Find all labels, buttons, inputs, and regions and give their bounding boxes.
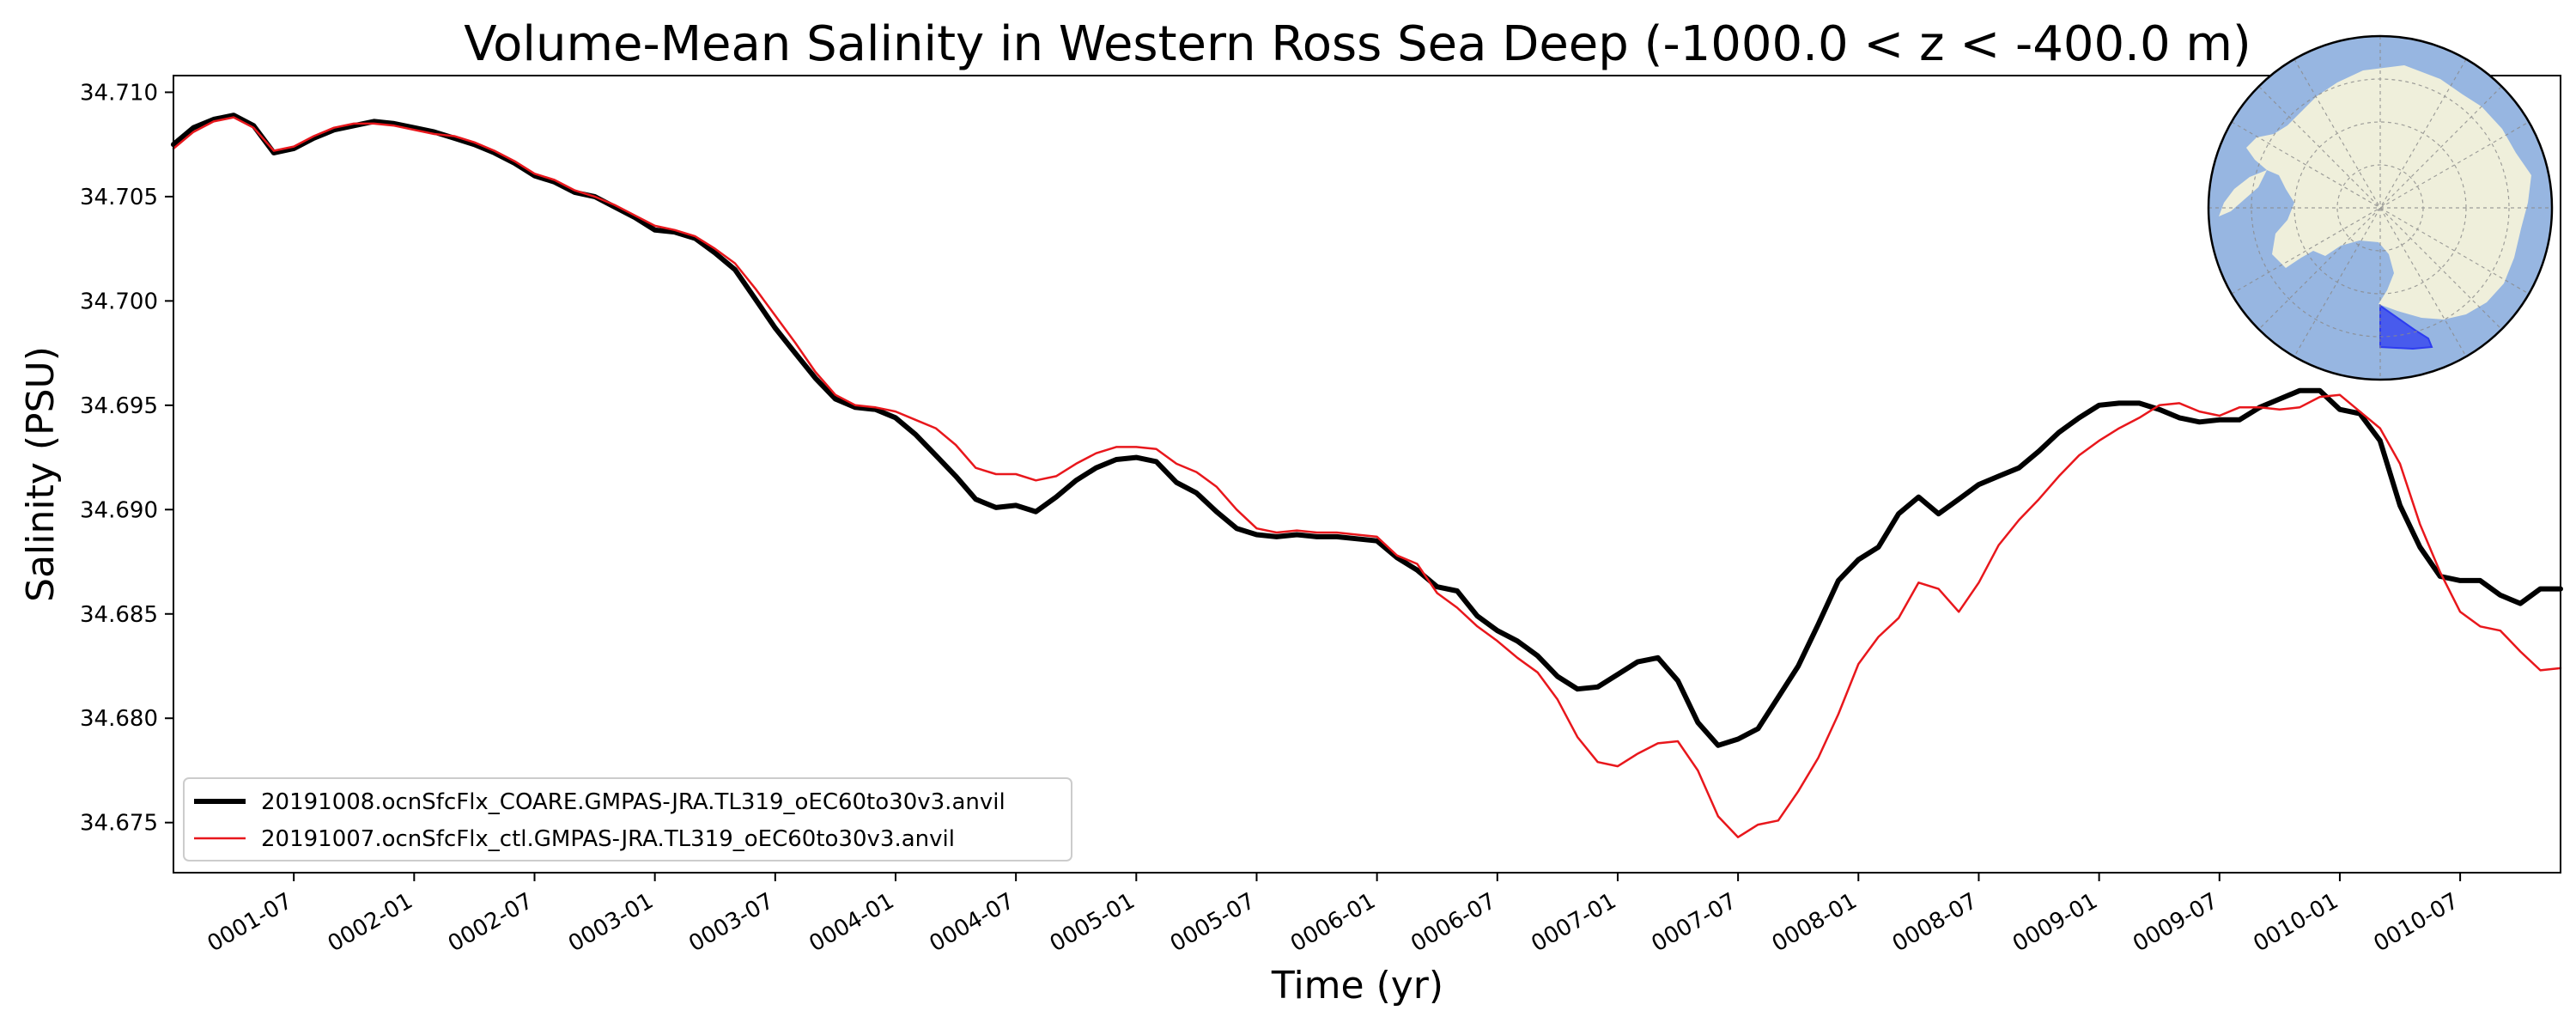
y-tick-label: 34.685 xyxy=(80,602,158,628)
x-axis-label: Time (yr) xyxy=(1271,964,1443,1008)
inset-map-border xyxy=(2207,34,2554,381)
plot-area-frame xyxy=(173,75,2561,874)
legend-label-coare: 20191008.ocnSfcFlx_COARE.GMPAS-JRA.TL319… xyxy=(261,789,1005,815)
series-line-ctl xyxy=(172,116,2562,838)
y-tick-label: 34.705 xyxy=(80,185,158,210)
antarctica-inset-map xyxy=(2207,34,2554,381)
legend-box xyxy=(183,777,1072,861)
y-axis-ticks: 34.675 34.680 34.685 34.690 34.695 34.700 34.7… xyxy=(80,80,173,837)
y-tick-label: 34.680 xyxy=(80,706,158,732)
inset-antarctic-peninsula xyxy=(2219,170,2267,216)
legend: 20191008.ocnSfcFlx_COARE.GMPAS-JRA.TL319… xyxy=(183,777,1072,861)
y-tick-label: 34.690 xyxy=(80,497,158,523)
inset-ross-region xyxy=(2379,304,2433,350)
inset-graticule xyxy=(2208,36,2552,380)
series-line-coare xyxy=(171,113,2563,748)
y-axis-label: Salinity (PSU) xyxy=(19,346,63,602)
chart-title: Volume-Mean Salinity in Western Ross Sea… xyxy=(464,16,2251,72)
y-tick-label: 34.675 xyxy=(80,811,158,837)
series-layer xyxy=(171,113,2563,838)
y-tick-label: 34.695 xyxy=(80,393,158,419)
legend-label-ctl: 20191007.ocnSfcFlx_ctl.GMPAS-JRA.TL319_o… xyxy=(261,826,955,852)
y-tick-label: 34.710 xyxy=(80,80,158,106)
y-tick-label: 34.700 xyxy=(80,289,158,314)
